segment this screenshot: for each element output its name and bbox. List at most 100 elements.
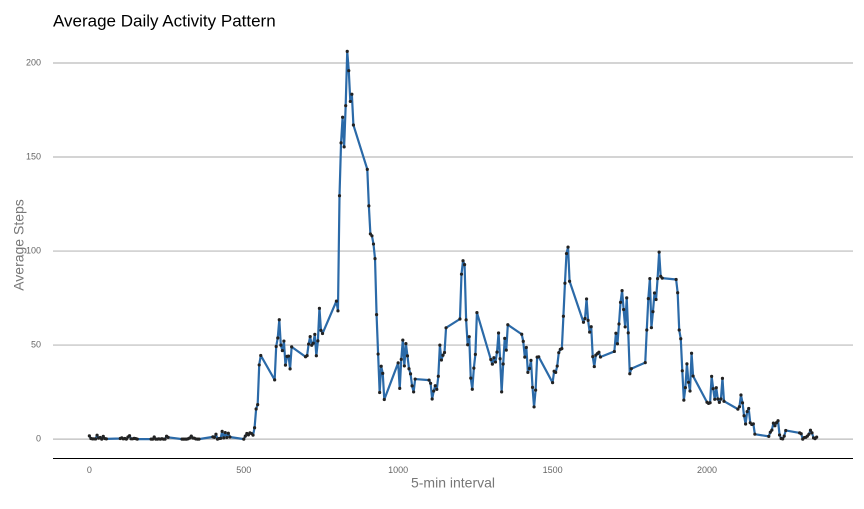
data-point xyxy=(720,376,725,380)
data-point xyxy=(316,339,320,343)
data-point xyxy=(399,357,403,361)
data-point xyxy=(654,297,658,302)
data-point xyxy=(567,279,572,283)
data-point xyxy=(561,314,566,318)
data-point xyxy=(344,104,348,108)
data-point xyxy=(276,336,280,340)
data-point xyxy=(381,371,385,375)
data-point xyxy=(713,397,717,401)
data-point xyxy=(273,378,277,382)
data-point xyxy=(674,277,678,282)
data-point xyxy=(685,362,689,366)
data-point xyxy=(676,291,680,295)
data-point xyxy=(784,428,788,433)
data-point xyxy=(464,318,468,322)
data-point xyxy=(430,397,434,401)
data-point xyxy=(581,320,586,324)
data-point xyxy=(537,355,541,359)
data-point xyxy=(104,437,108,441)
data-point xyxy=(534,388,538,392)
data-point xyxy=(470,387,474,391)
data-point xyxy=(617,322,621,326)
data-point xyxy=(317,306,322,310)
data-point xyxy=(782,434,786,438)
data-point xyxy=(711,387,715,391)
data-point xyxy=(222,436,226,440)
data-point xyxy=(442,350,447,355)
data-point xyxy=(628,372,632,376)
data-point xyxy=(197,437,201,441)
y-tick-label: 50 xyxy=(31,339,41,349)
data-point xyxy=(228,435,232,439)
data-line xyxy=(88,50,818,441)
data-point xyxy=(532,405,536,409)
data-point xyxy=(597,350,601,354)
data-point xyxy=(523,355,527,359)
data-point xyxy=(373,257,377,261)
data-point xyxy=(739,393,743,397)
data-point xyxy=(520,332,524,336)
data-point xyxy=(736,407,740,411)
data-point xyxy=(626,331,630,335)
data-point xyxy=(256,403,260,407)
data-point xyxy=(527,366,532,371)
data-point xyxy=(374,312,379,317)
data-point xyxy=(744,422,748,426)
data-point xyxy=(405,354,410,358)
data-point xyxy=(259,353,263,358)
data-point xyxy=(166,435,170,439)
data-point xyxy=(467,335,471,339)
data-point xyxy=(413,377,417,381)
data-point xyxy=(279,343,283,347)
data-point xyxy=(257,363,261,367)
data-point xyxy=(655,277,660,281)
data-point xyxy=(492,356,496,360)
data-point xyxy=(625,296,629,300)
data-point xyxy=(618,300,623,304)
data-point xyxy=(614,331,618,335)
data-point xyxy=(254,407,258,411)
data-point xyxy=(714,386,718,390)
data-point xyxy=(340,115,345,119)
data-point xyxy=(737,405,742,409)
x-tick-label: 0 xyxy=(87,465,92,475)
data-point xyxy=(776,419,780,423)
data-point xyxy=(433,384,437,388)
data-point xyxy=(708,401,712,405)
data-point xyxy=(807,432,811,436)
data-point xyxy=(274,344,278,349)
data-point xyxy=(753,432,757,436)
data-point xyxy=(660,276,664,280)
data-point xyxy=(501,362,505,366)
data-point xyxy=(365,167,369,171)
data-point xyxy=(432,389,436,393)
data-point xyxy=(311,341,315,345)
data-point xyxy=(550,381,555,385)
data-point xyxy=(686,380,691,384)
data-point xyxy=(371,242,376,246)
data-point xyxy=(401,338,405,342)
data-point xyxy=(615,342,620,346)
data-point xyxy=(500,390,504,394)
data-point xyxy=(378,390,382,395)
data-point xyxy=(808,428,813,432)
data-point xyxy=(683,385,687,390)
data-point xyxy=(560,346,564,351)
data-point xyxy=(629,367,633,371)
data-point xyxy=(342,145,346,149)
data-point xyxy=(583,316,587,321)
data-point xyxy=(226,431,230,435)
data-point xyxy=(214,432,218,436)
data-point xyxy=(745,409,749,414)
data-point xyxy=(529,358,533,363)
data-point xyxy=(242,437,246,441)
data-point xyxy=(87,434,91,438)
data-point xyxy=(682,398,686,402)
data-point xyxy=(657,250,661,254)
data-point xyxy=(243,434,247,438)
data-point xyxy=(810,431,814,435)
data-point xyxy=(688,389,692,393)
data-point xyxy=(280,348,284,353)
data-point xyxy=(290,345,294,349)
